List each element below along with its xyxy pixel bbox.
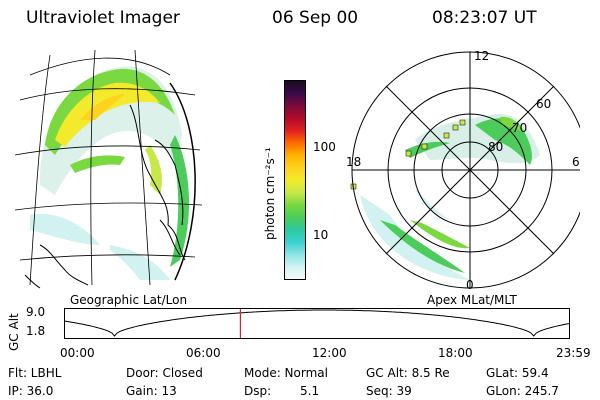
instrument-title: Ultraviolet Imager	[26, 8, 180, 28]
info-dsp-value: 5.1	[300, 384, 320, 398]
polar-emission	[350, 114, 540, 280]
info-door: Door: Closed	[126, 366, 203, 380]
mlt-label-0: 0	[466, 278, 474, 290]
x-tick-2: 12:00	[312, 346, 347, 360]
info-dsp-label: Dsp:	[244, 384, 272, 398]
altitude-plot	[64, 308, 570, 339]
lat-lon-grid	[14, 49, 203, 286]
info-seq: Seq: 39	[366, 384, 412, 398]
apex-caption: Apex MLat/MLT	[427, 293, 517, 307]
polar-grid	[351, 51, 580, 289]
colorbar-tick-100: 100	[313, 140, 336, 154]
info-flt: Flt: LBHL	[8, 366, 62, 380]
mlt-label-6: 6	[572, 155, 580, 169]
altitude-curve	[64, 309, 570, 337]
time-label: 08:23:07 UT	[432, 8, 537, 28]
polar-plot: 12 18 6 0 60 70 80	[346, 49, 580, 290]
info-gain: Gain: 13	[126, 384, 177, 398]
info-gcalt: GC Alt: 8.5 Re	[366, 366, 450, 380]
date-label: 06 Sep 00	[272, 8, 359, 28]
colorbar-label: photon cm⁻²s⁻¹	[263, 147, 277, 240]
info-mode: Mode: Normal	[244, 366, 328, 380]
alt-tick-high: 9.0	[26, 305, 46, 319]
gc-alt-title-wrap: GC Alt	[6, 305, 21, 355]
x-tick-4: 23:59	[556, 346, 591, 360]
colorbar-label-text: photon cm⁻²s⁻¹	[263, 147, 277, 240]
x-tick-0: 00:00	[60, 346, 95, 360]
info-glat: GLat: 59.4	[486, 366, 549, 380]
geographic-caption: Geographic Lat/Lon	[70, 293, 188, 307]
lat-label-70: 70	[512, 121, 527, 135]
lat-label-60: 60	[536, 97, 551, 111]
coastlines	[24, 104, 186, 289]
mlt-label-18: 18	[346, 155, 361, 169]
geographic-image	[14, 49, 203, 289]
colorbar	[284, 80, 306, 280]
colorbar-tick-10: 10	[313, 228, 329, 242]
x-tick-3: 18:00	[438, 346, 473, 360]
info-ip: IP: 36.0	[8, 384, 54, 398]
info-glon: GLon: 245.7	[486, 384, 559, 398]
x-tick-1: 06:00	[186, 346, 221, 360]
gc-alt-title: GC Alt	[7, 313, 21, 351]
alt-tick-low: 1.8	[26, 324, 46, 338]
mlt-label-12: 12	[474, 49, 489, 63]
aurora-emission	[30, 66, 190, 280]
earth-limb	[169, 82, 196, 281]
lat-label-80: 80	[488, 140, 503, 154]
